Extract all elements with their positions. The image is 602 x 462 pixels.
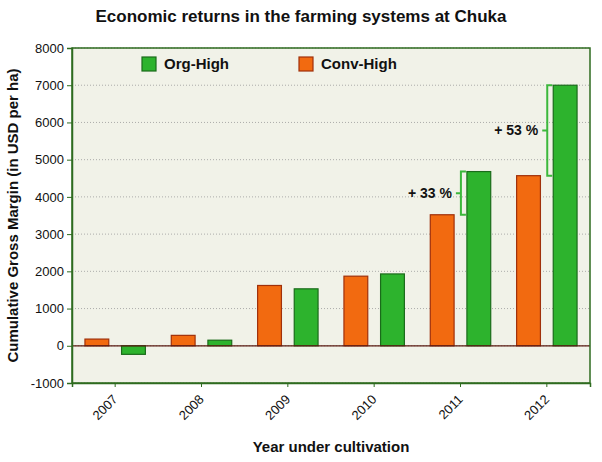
tick-label: 2009 (262, 392, 293, 423)
bar (122, 346, 146, 355)
bar (294, 289, 318, 346)
x-tick: 2011 (435, 383, 465, 422)
bars (85, 85, 577, 354)
x-axis: 2007 2008 2009 2010 2011 2012 (73, 383, 591, 423)
tick-mark (546, 383, 547, 387)
x-tick: 2008 (176, 383, 207, 423)
grid-line (72, 271, 590, 272)
tick-mark (67, 48, 72, 49)
grid-line (72, 345, 590, 346)
tick-label: 2012 (521, 392, 552, 423)
title: Economic returns in the farming systems … (96, 7, 507, 26)
legend-label: Conv-High (321, 55, 397, 72)
tick-label: 2008 (176, 392, 207, 423)
x-tick: 2010 (348, 383, 379, 423)
tick-mark (201, 383, 202, 387)
tick-label: 3000 (35, 227, 64, 242)
y-tick: 0 (57, 338, 72, 353)
bar (171, 335, 195, 345)
legend: Org-High Conv-High (142, 55, 397, 72)
y-axis: -1000 0 1000 2000 3000 4000 5000 6000 7000 8000 (31, 41, 73, 391)
tick-mark (67, 271, 72, 272)
tick-label: 2011 (435, 392, 465, 422)
grid (72, 48, 590, 383)
tick-mark (460, 383, 461, 387)
tick-mark (287, 383, 288, 387)
bar (344, 276, 368, 346)
legend-label: Org-High (164, 55, 229, 72)
tick-label: -1000 (31, 376, 64, 391)
tick-label: 1000 (35, 301, 64, 316)
tick-mark (67, 85, 72, 86)
x-tick: 2012 (521, 383, 552, 423)
x-tick: 2007 (89, 383, 120, 423)
x-tick: 2009 (262, 383, 293, 423)
grid-line (72, 159, 590, 160)
tick-label: 4000 (35, 190, 64, 205)
tick-label: 2000 (35, 264, 64, 279)
tick-mark (67, 234, 72, 235)
grid-line (72, 308, 590, 309)
grid-line (72, 234, 590, 235)
tick-label: 0 (57, 338, 64, 353)
y-tick: 4000 (35, 190, 72, 205)
tick-label: 2007 (89, 392, 120, 423)
bracket (456, 172, 466, 215)
bar (208, 340, 232, 346)
tick-mark (67, 122, 72, 123)
bar (258, 285, 282, 345)
bar (517, 176, 541, 346)
plot-frame (72, 48, 590, 383)
tick-label: 5000 (35, 152, 64, 167)
y-tick: 2000 (35, 264, 72, 279)
chart: -1000 0 1000 2000 3000 4000 5000 6000 7000 8000 20… (0, 0, 602, 462)
tick-label: 2010 (348, 392, 379, 423)
tick-mark (67, 346, 72, 347)
grid-line (72, 85, 590, 86)
annotation: + 33 % (408, 185, 453, 201)
tick-label: 6000 (35, 115, 64, 130)
tick-label: 7000 (35, 78, 64, 93)
tick-label: 8000 (35, 41, 64, 56)
y-tick: 6000 (35, 115, 72, 130)
y-tick: 1000 (35, 301, 72, 316)
y-tick: 5000 (35, 152, 72, 167)
bar (467, 172, 491, 346)
annotation: + 53 % (494, 122, 539, 138)
bar (430, 215, 454, 346)
y-tick: 8000 (35, 41, 72, 56)
y-tick: -1000 (31, 376, 72, 391)
tick-mark (374, 383, 375, 387)
zero-line (72, 345, 590, 346)
y-tick: 3000 (35, 227, 72, 242)
x-axis-title: Year under cultivation (253, 438, 410, 455)
bar (553, 85, 577, 346)
tick-mark (67, 309, 72, 310)
grid-line (72, 196, 590, 197)
legend-swatch (142, 57, 156, 71)
axis-line (67, 49, 73, 384)
bracket (542, 85, 552, 175)
bar (381, 274, 405, 346)
tick-mark (115, 383, 116, 387)
legend-swatch (299, 57, 313, 71)
tick-mark (67, 160, 72, 161)
bar (85, 339, 109, 346)
plot-background (72, 48, 590, 383)
tick-mark (67, 197, 72, 198)
tick-mark (67, 383, 72, 384)
y-tick: 7000 (35, 78, 72, 93)
axis-line (73, 384, 591, 388)
y-axis-title: Cumulative Gross Margin (in USD per ha) (4, 68, 21, 362)
annotations: + 33 % + 53 % (408, 85, 552, 215)
